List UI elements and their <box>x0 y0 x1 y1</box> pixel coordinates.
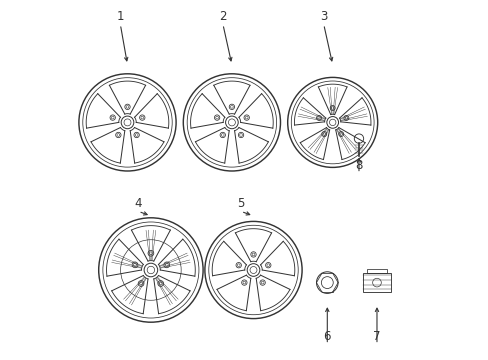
Circle shape <box>225 116 238 129</box>
Circle shape <box>326 117 338 128</box>
Text: 7: 7 <box>372 330 380 343</box>
Text: 8: 8 <box>355 159 362 172</box>
Text: 6: 6 <box>323 330 330 343</box>
Text: 2: 2 <box>219 10 226 23</box>
Text: 3: 3 <box>319 10 327 23</box>
Text: 5: 5 <box>237 197 244 210</box>
Text: 4: 4 <box>134 197 142 210</box>
Circle shape <box>144 263 157 277</box>
Circle shape <box>246 264 259 276</box>
Text: 1: 1 <box>116 10 124 23</box>
Circle shape <box>121 116 134 129</box>
